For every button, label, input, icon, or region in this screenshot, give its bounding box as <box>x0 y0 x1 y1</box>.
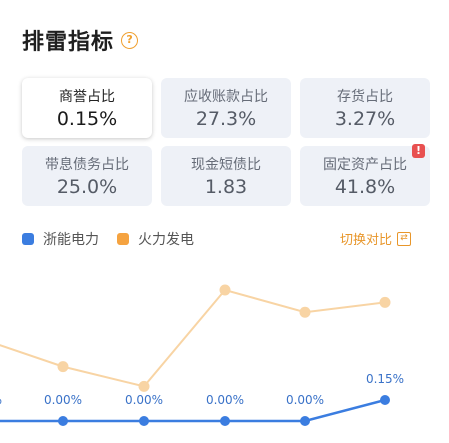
data-label: 0.00% <box>286 393 324 407</box>
data-label: 0.00% <box>206 393 244 407</box>
data-label: 0.00% <box>44 393 82 407</box>
legend-item-company[interactable]: 浙能电力 <box>22 229 99 249</box>
card-value: 1.83 <box>204 176 248 198</box>
warning-badge: ! <box>412 144 425 158</box>
card-label: 带息债务占比 <box>45 157 129 173</box>
legend-swatch <box>22 233 34 245</box>
data-point-company[interactable] <box>300 416 310 426</box>
chart-legend: 浙能电力 火力发电 <box>22 229 212 249</box>
data-label: 0.00% <box>0 393 2 407</box>
legend-swatch <box>117 233 129 245</box>
card-value: 0.15% <box>56 108 118 130</box>
page-title: 排雷指标 <box>22 30 115 55</box>
data-point-company[interactable] <box>58 416 68 426</box>
card-label: 固定资产占比 <box>323 157 407 173</box>
switch-compare-icon: ⇄ <box>397 231 411 246</box>
data-point-industry[interactable] <box>219 284 231 296</box>
legend-item-industry[interactable]: 火力发电 <box>117 229 194 249</box>
card-value: 41.8% <box>334 176 396 198</box>
legend-label: 浙能电力 <box>43 232 99 248</box>
switch-compare-label: 切换对比 <box>339 233 392 248</box>
card-label: 商誉占比 <box>59 89 115 105</box>
legend-label: 火力发电 <box>138 232 194 248</box>
series-line-industry <box>0 288 386 388</box>
title-row: 排雷指标 ? <box>22 24 139 56</box>
card-label: 应收账款占比 <box>184 89 268 105</box>
card-receivables-ratio[interactable]: 应收账款占比 27.3% <box>161 78 291 138</box>
switch-compare-button[interactable]: 切换对比 ⇄ <box>340 229 411 248</box>
question-circle-icon[interactable]: ? <box>121 31 139 49</box>
data-label: 0.00% <box>125 393 163 407</box>
line-chart: 0.00% 0.00% 0.00% 0.00% 0.00% 0.15% <box>0 284 404 426</box>
data-point-industry[interactable] <box>299 306 311 318</box>
card-label: 存货占比 <box>337 89 393 105</box>
card-inventory-ratio[interactable]: 存货占比 3.27% <box>300 78 430 138</box>
card-goodwill-ratio[interactable]: 商誉占比 0.15% <box>22 78 152 138</box>
series-line-company <box>0 398 386 423</box>
data-point-industry[interactable] <box>138 380 150 392</box>
data-label: 0.15% <box>366 372 404 386</box>
data-point-company[interactable] <box>380 395 390 405</box>
card-interest-debt-ratio[interactable]: 带息债务占比 25.0% <box>22 146 152 206</box>
card-fixed-assets-ratio[interactable]: 固定资产占比 41.8% ! <box>300 144 430 206</box>
card-value: 25.0% <box>56 176 118 198</box>
data-point-industry[interactable] <box>379 296 391 308</box>
card-cash-short-debt-ratio[interactable]: 现金短债比 1.83 <box>161 146 291 206</box>
data-point-company[interactable] <box>139 416 149 426</box>
card-label: 现金短债比 <box>191 157 261 173</box>
data-point-industry[interactable] <box>57 361 69 373</box>
card-value: 27.3% <box>195 108 257 130</box>
card-value: 3.27% <box>334 108 396 130</box>
data-point-company[interactable] <box>220 416 230 426</box>
